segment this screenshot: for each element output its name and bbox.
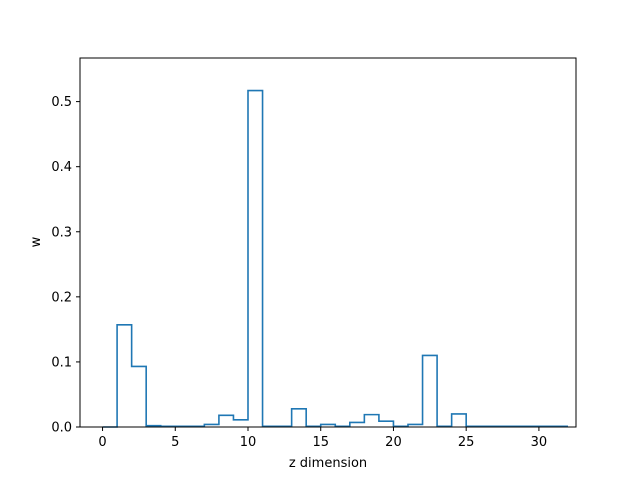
plot-frame [79, 57, 577, 428]
y-tick-label: 0.5 [51, 95, 72, 110]
y-tick-label: 0.4 [51, 160, 72, 175]
y-axis: 0.0 0.1 0.2 0.3 0.4 0.5 [51, 95, 80, 436]
y-tick-label: 0.3 [51, 225, 72, 240]
plot-area [102, 89, 568, 428]
y-tick-label: 0.2 [51, 290, 72, 305]
x-tick-label: 20 [385, 435, 402, 450]
x-tick-label: 5 [171, 435, 179, 450]
x-tick-label: 30 [531, 435, 548, 450]
x-axis: 0 5 10 15 20 25 30 [98, 427, 547, 450]
y-tick-label: 0.1 [51, 355, 72, 370]
x-tick-label: 0 [98, 435, 106, 450]
x-tick-label: 15 [312, 435, 329, 450]
x-axis-label: z dimension [289, 456, 367, 471]
series-line-w [102, 89, 568, 428]
x-tick-label: 25 [458, 435, 475, 450]
x-tick-label: 10 [240, 435, 257, 450]
y-axis-label: w [29, 236, 44, 247]
y-tick-label: 0.0 [51, 421, 72, 436]
